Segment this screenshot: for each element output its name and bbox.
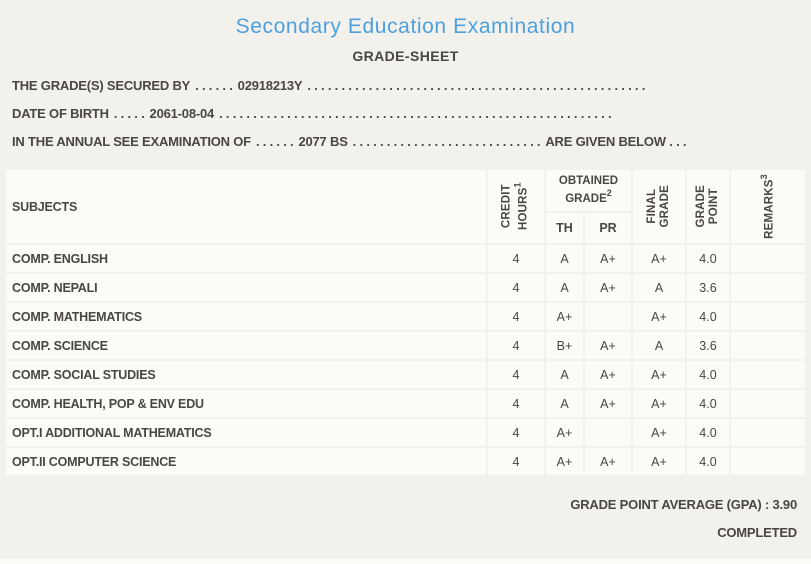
remarks-cell (731, 332, 805, 359)
final-grade-cell: A+ (633, 361, 685, 388)
page-title: Secondary Education Examination (235, 15, 576, 38)
subject-cell: COMP. SCIENCE (6, 332, 486, 359)
page-subtitle: GRADE-SHEET (352, 48, 459, 64)
pr-grade-cell: A+ (585, 245, 631, 272)
remarks-cell (731, 303, 805, 330)
th-grade-cell: B+ (546, 332, 583, 359)
column-header-th: TH (546, 213, 583, 243)
final-grade-cell: A+ (633, 390, 685, 417)
summary-block: GRADE POINT AVERAGE (GPA) : 3.90 COMPLET… (14, 491, 797, 547)
remarks-cell (731, 390, 805, 417)
credit-hours-cell: 4 (488, 361, 544, 388)
grade-point-cell: 3.6 (687, 274, 729, 301)
info-suffix: ARE GIVEN BELOW . . . (545, 134, 687, 149)
th-grade-cell: A+ (546, 303, 583, 330)
dotted-leader: . . . . . . (255, 134, 294, 149)
footnote-marker: 3 (758, 174, 769, 180)
th-grade-cell: A+ (546, 419, 583, 446)
date-of-birth-value: 2061-08-04 (149, 106, 215, 121)
grade-point-cell: 4.0 (687, 303, 729, 330)
subject-cell: OPT.II COMPUTER SCIENCE (6, 448, 486, 475)
pr-grade-cell: A+ (585, 361, 631, 388)
grade-point-cell: 4.0 (687, 390, 729, 417)
remarks-cell (731, 448, 805, 475)
subject-cell: OPT.I ADDITIONAL MATHEMATICS (6, 419, 486, 446)
th-grade-cell: A (546, 390, 583, 417)
remarks-cell (731, 274, 805, 301)
info-line-date-of-birth: DATE OF BIRTH . . . . . 2061-08-04 . . . . … (12, 100, 799, 128)
grade-table: SUBJECTS CREDIT HOURS1 OBTAINED GRADE2 T… (6, 170, 805, 475)
grade-point-cell: 4.0 (687, 419, 729, 446)
info-label: THE GRADE(S) SECURED BY (12, 78, 191, 93)
pr-grade-cell: A+ (585, 448, 631, 475)
pr-grade-cell (585, 419, 631, 446)
credit-hours-cell: 4 (488, 332, 544, 359)
final-grade-cell: A+ (633, 448, 685, 475)
dotted-leader: . . . . . . . . . . . . . . . . . . . . … (219, 106, 612, 121)
column-header-pr: PR (585, 213, 631, 243)
exam-year-value: 2077 BS (298, 134, 348, 149)
subject-cell: COMP. NEPALI (6, 274, 486, 301)
credit-hours-cell: 4 (488, 274, 544, 301)
dotted-leader: . . . . . . . . . . . . . . . . . . . . … (307, 78, 646, 93)
column-header-remarks: REMARKS3 (731, 170, 805, 243)
final-grade-cell: A+ (633, 245, 685, 272)
grade-point-cell: 3.6 (687, 332, 729, 359)
remarks-cell (731, 419, 805, 446)
final-grade-cell: A (633, 274, 685, 301)
column-header-subjects: SUBJECTS (6, 170, 486, 243)
credit-hours-cell: 4 (488, 390, 544, 417)
final-grade-cell: A (633, 332, 685, 359)
dotted-leader: . . . . . . . . . . . . . . . . . . . . … (352, 134, 541, 149)
pr-grade-cell: A+ (585, 390, 631, 417)
dotted-leader: . . . . . . (195, 78, 233, 93)
grade-point-cell: 4.0 (687, 361, 729, 388)
column-header-final-grade: FINAL GRADE (633, 170, 685, 243)
column-header-credit-hours: CREDIT HOURS1 (488, 170, 544, 243)
credit-hours-cell: 4 (488, 245, 544, 272)
info-line-examination-year: IN THE ANNUAL SEE EXAMINATION OF . . . . … (12, 128, 799, 156)
final-grade-cell: A+ (633, 419, 685, 446)
th-grade-cell: A+ (546, 448, 583, 475)
pr-grade-cell (585, 303, 631, 330)
symbol-number-value: 02918213Y (237, 78, 303, 93)
subject-cell: COMP. ENGLISH (6, 245, 486, 272)
status-completed: COMPLETED (717, 525, 797, 540)
pr-grade-cell: A+ (585, 332, 631, 359)
student-info-block: THE GRADE(S) SECURED BY . . . . . . 029182… (12, 72, 799, 156)
grade-point-cell: 4.0 (687, 448, 729, 475)
remarks-cell (731, 245, 805, 272)
pr-grade-cell: A+ (585, 274, 631, 301)
remarks-cell (731, 361, 805, 388)
credit-hours-cell: 4 (488, 303, 544, 330)
info-line-grades-secured-by: THE GRADE(S) SECURED BY . . . . . . 029182… (12, 72, 799, 100)
th-grade-cell: A (546, 274, 583, 301)
th-grade-cell: A (546, 245, 583, 272)
column-header-grade-point: GRADE POINT (687, 170, 729, 243)
info-label: IN THE ANNUAL SEE EXAMINATION OF (12, 134, 251, 149)
gpa-summary: GRADE POINT AVERAGE (GPA) : 3.90 (570, 497, 797, 512)
footnote-marker: 2 (606, 188, 612, 199)
grade-point-cell: 4.0 (687, 245, 729, 272)
bottom-strip (0, 559, 811, 564)
column-header-obtained-grade: OBTAINED GRADE2 (546, 170, 631, 211)
credit-hours-cell: 4 (488, 448, 544, 475)
credit-hours-cell: 4 (488, 419, 544, 446)
dotted-leader: . . . . . (113, 106, 145, 121)
subject-cell: COMP. SOCIAL STUDIES (6, 361, 486, 388)
info-label: DATE OF BIRTH (12, 106, 109, 121)
subject-cell: COMP. HEALTH, POP & ENV EDU (6, 390, 486, 417)
subject-cell: COMP. MATHEMATICS (6, 303, 486, 330)
th-grade-cell: A (546, 361, 583, 388)
final-grade-cell: A+ (633, 303, 685, 330)
